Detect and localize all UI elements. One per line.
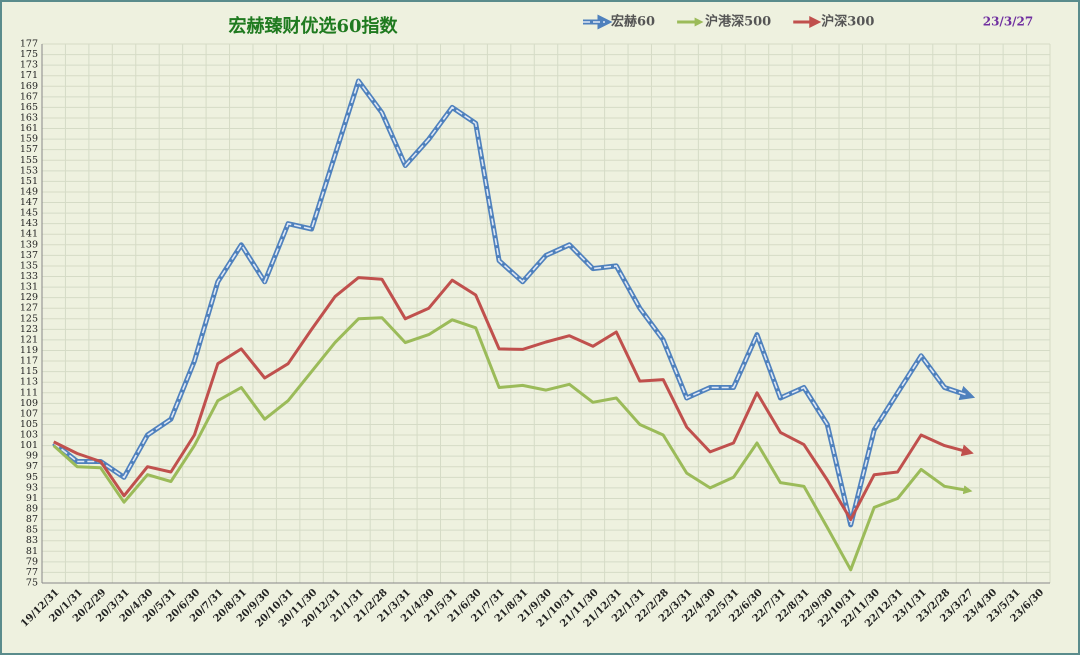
y-tick-label: 131 bbox=[20, 282, 38, 293]
y-tick-label: 111 bbox=[20, 387, 38, 398]
y-tick-label: 147 bbox=[20, 197, 38, 208]
y-tick-label: 161 bbox=[20, 123, 38, 134]
series-line bbox=[52, 316, 973, 572]
series-line bbox=[53, 276, 974, 522]
y-tick-label: 155 bbox=[20, 155, 38, 166]
y-tick-label: 137 bbox=[20, 250, 38, 261]
y-tick-label: 107 bbox=[20, 408, 38, 419]
y-tick-label: 165 bbox=[20, 102, 38, 113]
y-tick-label: 171 bbox=[20, 70, 38, 81]
y-tick-label: 129 bbox=[20, 292, 38, 303]
y-tick-label: 125 bbox=[20, 313, 38, 324]
y-tick-label: 173 bbox=[20, 60, 38, 71]
y-tick-label: 97 bbox=[26, 461, 38, 472]
y-tick-label: 135 bbox=[20, 260, 38, 271]
y-tick-label: 145 bbox=[20, 208, 38, 219]
legend-label: 沪港深500 bbox=[705, 14, 771, 30]
y-tick-label: 123 bbox=[20, 324, 38, 335]
y-tick-label: 169 bbox=[20, 81, 38, 92]
y-tick-label: 93 bbox=[26, 482, 38, 493]
y-tick-label: 113 bbox=[20, 377, 38, 388]
y-tick-label: 141 bbox=[20, 229, 38, 240]
series-line-dash bbox=[53, 79, 969, 526]
y-tick-label: 77 bbox=[26, 567, 38, 578]
y-tick-label: 115 bbox=[20, 366, 38, 377]
y-tick-label: 177 bbox=[20, 39, 38, 50]
chart-title: 宏赫臻财优选60指数 bbox=[228, 15, 398, 37]
y-tick-label: 79 bbox=[26, 556, 38, 567]
y-tick-label: 103 bbox=[20, 430, 38, 441]
y-tick-label: 101 bbox=[20, 440, 38, 451]
y-tick-label: 143 bbox=[20, 218, 38, 229]
legend-label: 宏赫60 bbox=[611, 14, 655, 30]
y-tick-label: 95 bbox=[26, 472, 38, 483]
y-tick-label: 109 bbox=[20, 398, 38, 409]
y-tick-label: 87 bbox=[26, 514, 38, 525]
y-tick-label: 163 bbox=[20, 112, 38, 123]
y-tick-label: 83 bbox=[26, 535, 38, 546]
y-tick-label: 149 bbox=[20, 186, 38, 197]
y-tick-label: 159 bbox=[20, 134, 38, 145]
y-tick-label: 151 bbox=[20, 176, 38, 187]
y-tick-label: 81 bbox=[26, 546, 38, 557]
y-tick-label: 175 bbox=[20, 49, 38, 60]
y-tick-label: 89 bbox=[26, 504, 38, 515]
y-tick-label: 75 bbox=[26, 578, 38, 589]
legend-label: 沪深300 bbox=[821, 14, 874, 30]
y-tick-label: 121 bbox=[20, 334, 38, 345]
y-tick-label: 99 bbox=[26, 451, 38, 462]
y-tick-label: 85 bbox=[26, 525, 38, 536]
y-tick-label: 127 bbox=[20, 303, 38, 314]
date-label: 23/3/27 bbox=[983, 15, 1034, 29]
y-tick-label: 119 bbox=[20, 345, 38, 356]
y-tick-label: 153 bbox=[20, 165, 38, 176]
y-tick-label: 105 bbox=[20, 419, 38, 430]
y-tick-label: 117 bbox=[20, 356, 38, 367]
y-tick-label: 133 bbox=[20, 271, 38, 282]
y-tick-label: 139 bbox=[20, 239, 38, 250]
y-tick-label: 167 bbox=[20, 91, 38, 102]
y-tick-label: 91 bbox=[26, 493, 38, 504]
y-tick-label: 157 bbox=[20, 144, 38, 155]
